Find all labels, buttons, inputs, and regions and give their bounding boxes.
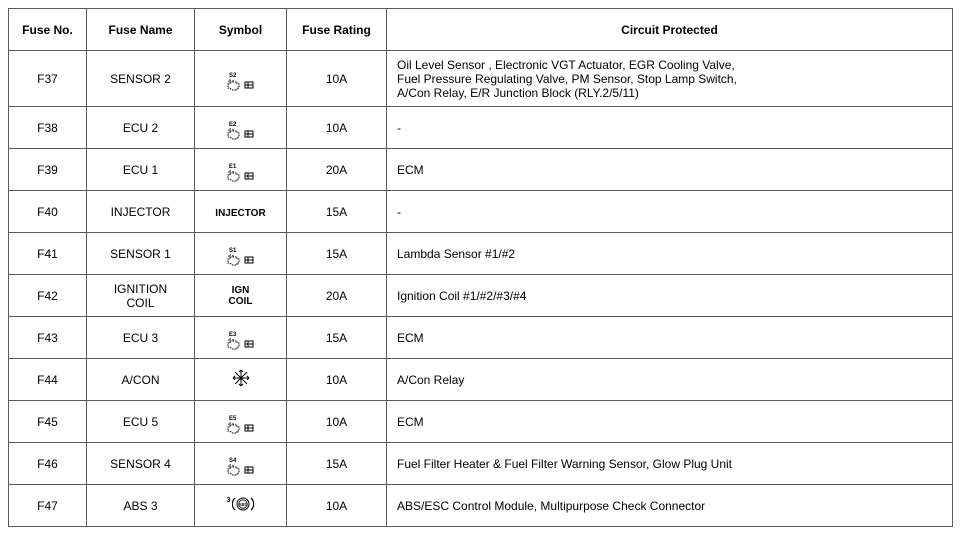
- svg-text:ABS: ABS: [239, 502, 249, 507]
- table-row: F37 SENSOR 2 S2 10A Oil Level Sensor , E…: [9, 51, 953, 107]
- cell-fuse-rating: 10A: [287, 51, 387, 107]
- cell-symbol: E5: [195, 401, 287, 443]
- table-row: F41 SENSOR 1 S1 15A Lambda Sensor #1/#2: [9, 233, 953, 275]
- cell-fuse-rating: 10A: [287, 401, 387, 443]
- cell-fuse-rating: 10A: [287, 107, 387, 149]
- cell-symbol: E2: [195, 107, 287, 149]
- symbol-text: INJECTOR: [215, 208, 265, 219]
- cell-circuit: Lambda Sensor #1/#2: [387, 233, 953, 275]
- cell-fuse-rating: 10A: [287, 485, 387, 527]
- cell-circuit: Fuel Filter Heater & Fuel Filter Warning…: [387, 443, 953, 485]
- table-row: F43 ECU 3 E3 15A ECM: [9, 317, 953, 359]
- cell-circuit: -: [387, 107, 953, 149]
- col-fuse-name: Fuse Name: [87, 9, 195, 51]
- cell-fuse-no: F40: [9, 191, 87, 233]
- engine-icon: [227, 422, 254, 434]
- engine-icon: [227, 338, 254, 350]
- cell-fuse-no: F39: [9, 149, 87, 191]
- col-symbol: Symbol: [195, 9, 287, 51]
- cell-fuse-no: F47: [9, 485, 87, 527]
- cell-circuit: Ignition Coil #1/#2/#3/#4: [387, 275, 953, 317]
- cell-fuse-name: SENSOR 2: [87, 51, 195, 107]
- cell-circuit: ECM: [387, 149, 953, 191]
- cell-fuse-name: ECU 1: [87, 149, 195, 191]
- table-row: F45 ECU 5 E5 10A ECM: [9, 401, 953, 443]
- cell-symbol: IGNCOIL: [195, 275, 287, 317]
- table-header-row: Fuse No. Fuse Name Symbol Fuse Rating Ci…: [9, 9, 953, 51]
- cell-fuse-name: ECU 5: [87, 401, 195, 443]
- symbol-text: IGNCOIL: [229, 285, 253, 307]
- cell-fuse-rating: 15A: [287, 443, 387, 485]
- table-row: F40 INJECTOR INJECTOR 15A -: [9, 191, 953, 233]
- cell-symbol: S4: [195, 443, 287, 485]
- cell-symbol: S1: [195, 233, 287, 275]
- cell-fuse-rating: 15A: [287, 233, 387, 275]
- cell-circuit: Oil Level Sensor , Electronic VGT Actuat…: [387, 51, 953, 107]
- cell-symbol: E3: [195, 317, 287, 359]
- cell-fuse-rating: 15A: [287, 191, 387, 233]
- cell-fuse-name: SENSOR 1: [87, 233, 195, 275]
- cell-fuse-rating: 15A: [287, 317, 387, 359]
- cell-fuse-no: F41: [9, 233, 87, 275]
- engine-icon: [227, 464, 254, 476]
- cell-fuse-name: SENSOR 4: [87, 443, 195, 485]
- col-fuse-no: Fuse No.: [9, 9, 87, 51]
- cell-circuit: A/Con Relay: [387, 359, 953, 401]
- cell-fuse-name: ABS 3: [87, 485, 195, 527]
- table-row: F42 IGNITIONCOIL IGNCOIL 20A Ignition Co…: [9, 275, 953, 317]
- cell-symbol: [195, 359, 287, 401]
- cell-fuse-no: F37: [9, 51, 87, 107]
- engine-icon: [227, 254, 254, 266]
- cell-fuse-no: F38: [9, 107, 87, 149]
- cell-fuse-name: ECU 2: [87, 107, 195, 149]
- cell-fuse-no: F46: [9, 443, 87, 485]
- table-row: F39 ECU 1 E1 20A ECM: [9, 149, 953, 191]
- cell-fuse-no: F43: [9, 317, 87, 359]
- engine-icon: [227, 79, 254, 91]
- cell-circuit: ECM: [387, 401, 953, 443]
- table-row: F38 ECU 2 E2 10A -: [9, 107, 953, 149]
- table-row: F44 A/CON 10A A/Con Relay: [9, 359, 953, 401]
- cell-fuse-no: F44: [9, 359, 87, 401]
- cell-fuse-name: ECU 3: [87, 317, 195, 359]
- cell-fuse-rating: 20A: [287, 149, 387, 191]
- abs-icon: ABS: [232, 496, 254, 515]
- cell-circuit: -: [387, 191, 953, 233]
- cell-symbol: INJECTOR: [195, 191, 287, 233]
- cell-fuse-rating: 20A: [287, 275, 387, 317]
- cell-fuse-name: INJECTOR: [87, 191, 195, 233]
- symbol-superscript: 3: [227, 497, 231, 504]
- cell-symbol: E1: [195, 149, 287, 191]
- cell-symbol: 3 ABS: [195, 485, 287, 527]
- cell-fuse-name: A/CON: [87, 359, 195, 401]
- cell-circuit: ABS/ESC Control Module, Multipurpose Che…: [387, 485, 953, 527]
- engine-icon: [227, 128, 254, 140]
- cell-circuit: ECM: [387, 317, 953, 359]
- col-fuse-rating: Fuse Rating: [287, 9, 387, 51]
- table-row: F46 SENSOR 4 S4 15A Fuel Filter Heater &…: [9, 443, 953, 485]
- fuse-table: Fuse No. Fuse Name Symbol Fuse Rating Ci…: [8, 8, 953, 527]
- cell-fuse-name: IGNITIONCOIL: [87, 275, 195, 317]
- cell-fuse-no: F42: [9, 275, 87, 317]
- snowflake-icon: [232, 376, 250, 390]
- engine-icon: [227, 170, 254, 182]
- cell-fuse-rating: 10A: [287, 359, 387, 401]
- cell-symbol: S2: [195, 51, 287, 107]
- table-row: F47 ABS 3 3 ABS 10A ABS/ESC Control Modu…: [9, 485, 953, 527]
- col-circuit: Circuit Protected: [387, 9, 953, 51]
- cell-fuse-no: F45: [9, 401, 87, 443]
